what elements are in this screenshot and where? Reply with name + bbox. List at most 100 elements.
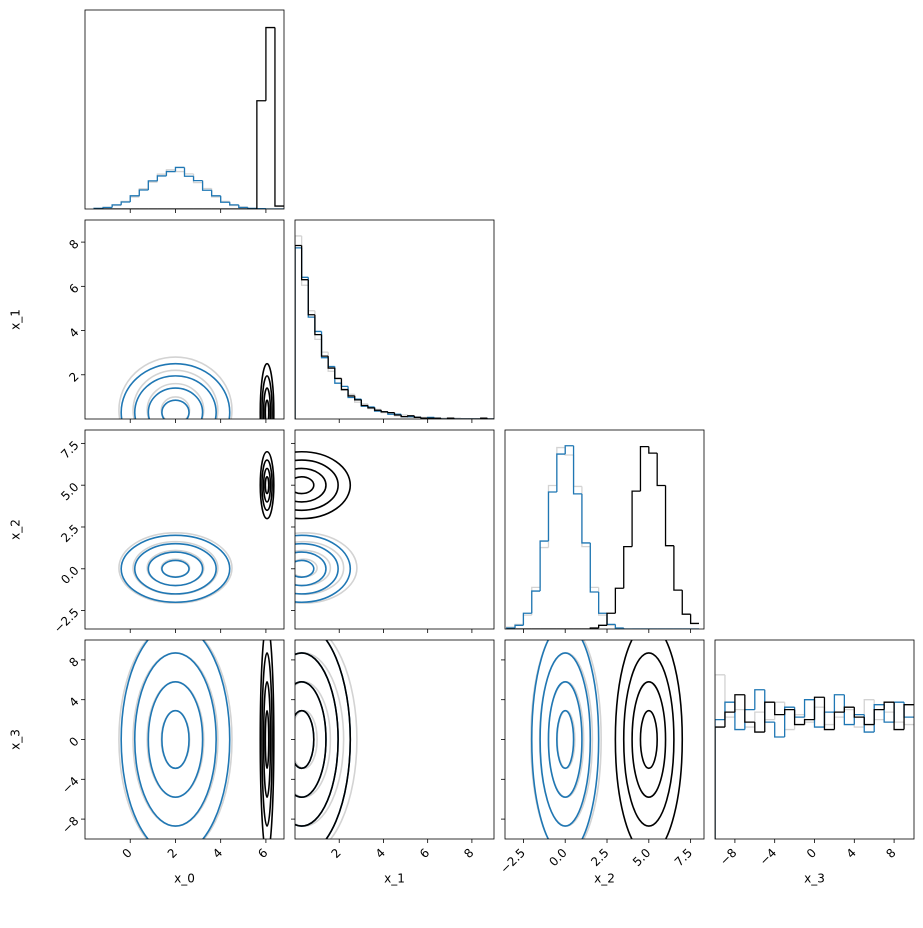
hist-step [335, 366, 342, 383]
y-tick-label: 5.0 [58, 480, 81, 503]
contour [265, 460, 338, 510]
hist-step [257, 101, 266, 209]
x-tick-label: 4 [373, 846, 388, 861]
hist-step [785, 702, 795, 729]
hist-step [574, 455, 582, 486]
y-tick-label: 8 [66, 237, 81, 252]
y-axis-label: x_1 [9, 309, 23, 330]
contour [548, 682, 581, 797]
contour [277, 550, 330, 585]
hist-step [361, 402, 368, 404]
y-tick-label: 8 [66, 655, 81, 670]
x-tick-label: 4 [844, 846, 859, 861]
hist-step [874, 710, 884, 725]
hist-step [148, 182, 157, 189]
hist-step [328, 358, 335, 367]
hist-step [221, 197, 230, 201]
hist-step [302, 245, 309, 279]
hist-step [355, 396, 362, 400]
y-tick-label: −2.5 [51, 605, 82, 636]
hist-step [523, 615, 531, 624]
hist-step [355, 398, 362, 400]
hist-step [368, 406, 375, 407]
hist-step [121, 202, 130, 205]
hist-step [805, 700, 815, 717]
x-axis-label: x_0 [174, 872, 195, 886]
contour [277, 682, 330, 797]
hist-step [557, 448, 565, 486]
hist-step [185, 172, 194, 174]
x-tick-label: 2 [165, 846, 180, 861]
hist-step [112, 205, 121, 208]
hist-step [355, 394, 362, 402]
hist-step [795, 707, 805, 717]
panel-frame [85, 430, 284, 629]
contour [121, 535, 230, 602]
hist-step [607, 613, 615, 625]
hist-step [674, 546, 682, 590]
x-tick-label: 0.0 [546, 846, 569, 869]
panel [119, 624, 274, 855]
hist-step [532, 591, 540, 613]
hist-step [765, 712, 775, 719]
panel-frame [85, 10, 284, 209]
hist-step [248, 208, 257, 209]
hist-step [266, 28, 275, 101]
x-axis-label: x_2 [594, 872, 615, 886]
hist-step [582, 494, 590, 543]
y-tick-label: −8 [59, 814, 81, 836]
hist-step [765, 702, 775, 732]
hist-step [239, 205, 248, 206]
hist-step [884, 705, 894, 722]
hist-step [624, 547, 632, 589]
x-tick-label: 4 [210, 846, 225, 861]
panel-frame [85, 640, 284, 839]
hist-step [864, 700, 874, 727]
panel [119, 357, 274, 463]
hist-step [565, 446, 573, 454]
hist-step [785, 707, 795, 737]
hist-step [894, 702, 904, 729]
hist-step [308, 285, 315, 310]
y-tick-label: 2 [66, 369, 81, 384]
y-tick-label: 4 [66, 325, 81, 340]
hist-step [657, 453, 665, 485]
contour [632, 682, 665, 797]
contour [162, 560, 189, 577]
hist-step [194, 174, 203, 183]
panel [507, 446, 699, 629]
contour [162, 711, 189, 769]
contour [265, 711, 268, 769]
y-tick-label: 6 [66, 281, 81, 296]
hist-step [632, 491, 640, 547]
hist-step [540, 548, 548, 588]
y-tick-label: 0 [66, 734, 81, 749]
panel [94, 28, 284, 209]
panel-frame [295, 430, 494, 629]
hist-step [322, 335, 329, 356]
hist-step [666, 486, 674, 546]
hist-step [361, 400, 368, 406]
hist-step [302, 248, 309, 277]
hist-step [775, 702, 785, 714]
hist-step [864, 717, 874, 724]
hist-step [834, 717, 844, 724]
hist-step [755, 722, 765, 732]
hist-step [805, 715, 815, 722]
hist-step [175, 170, 184, 172]
x-tick-label: 2 [329, 846, 344, 861]
hist-step [557, 454, 565, 492]
hist-step [590, 543, 598, 592]
hist-step [864, 715, 874, 732]
hist-step [815, 697, 825, 719]
hist-step [599, 587, 607, 615]
hist-step [735, 702, 745, 729]
hist-step [194, 176, 203, 180]
panel-frame [295, 640, 494, 839]
contour [148, 388, 202, 437]
contour [253, 535, 350, 602]
contour [640, 711, 657, 769]
panel-frame [715, 640, 914, 839]
contour [147, 384, 204, 437]
